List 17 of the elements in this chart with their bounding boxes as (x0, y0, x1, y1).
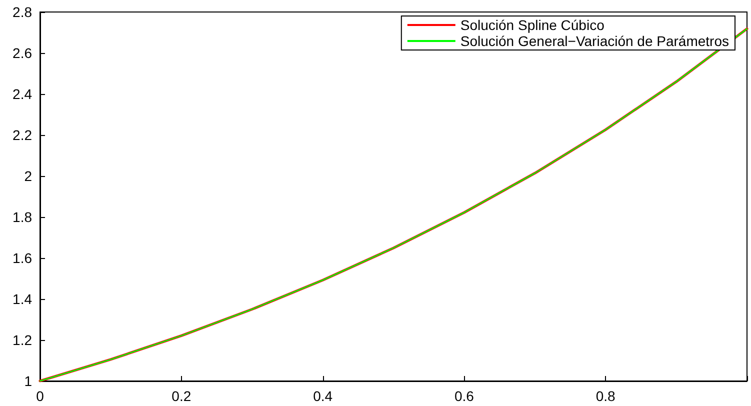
y-tick-label: 2.8 (12, 4, 32, 20)
legend-label: Solución Spline Cúbico (460, 17, 605, 33)
x-tick-label: 0.6 (454, 388, 474, 404)
x-tick-label: 0.2 (172, 388, 192, 404)
x-tick-label: 0.8 (596, 388, 616, 404)
y-tick-label: 1.4 (12, 291, 32, 307)
y-tick-label: 2.4 (12, 86, 32, 102)
y-tick-label: 2 (24, 168, 32, 184)
y-tick-label: 1.6 (12, 250, 32, 266)
x-tick-label: 0.4 (313, 388, 333, 404)
legend-label: Solución General−Variación de Parámetros (460, 33, 730, 49)
y-tick-label: 1.8 (12, 209, 32, 225)
x-tick-label: 0 (36, 388, 44, 404)
y-tick-label: 1 (24, 373, 32, 389)
y-tick-label: 1.2 (12, 332, 32, 348)
y-tick-label: 2.2 (12, 127, 32, 143)
y-tick-label: 2.6 (12, 45, 32, 61)
